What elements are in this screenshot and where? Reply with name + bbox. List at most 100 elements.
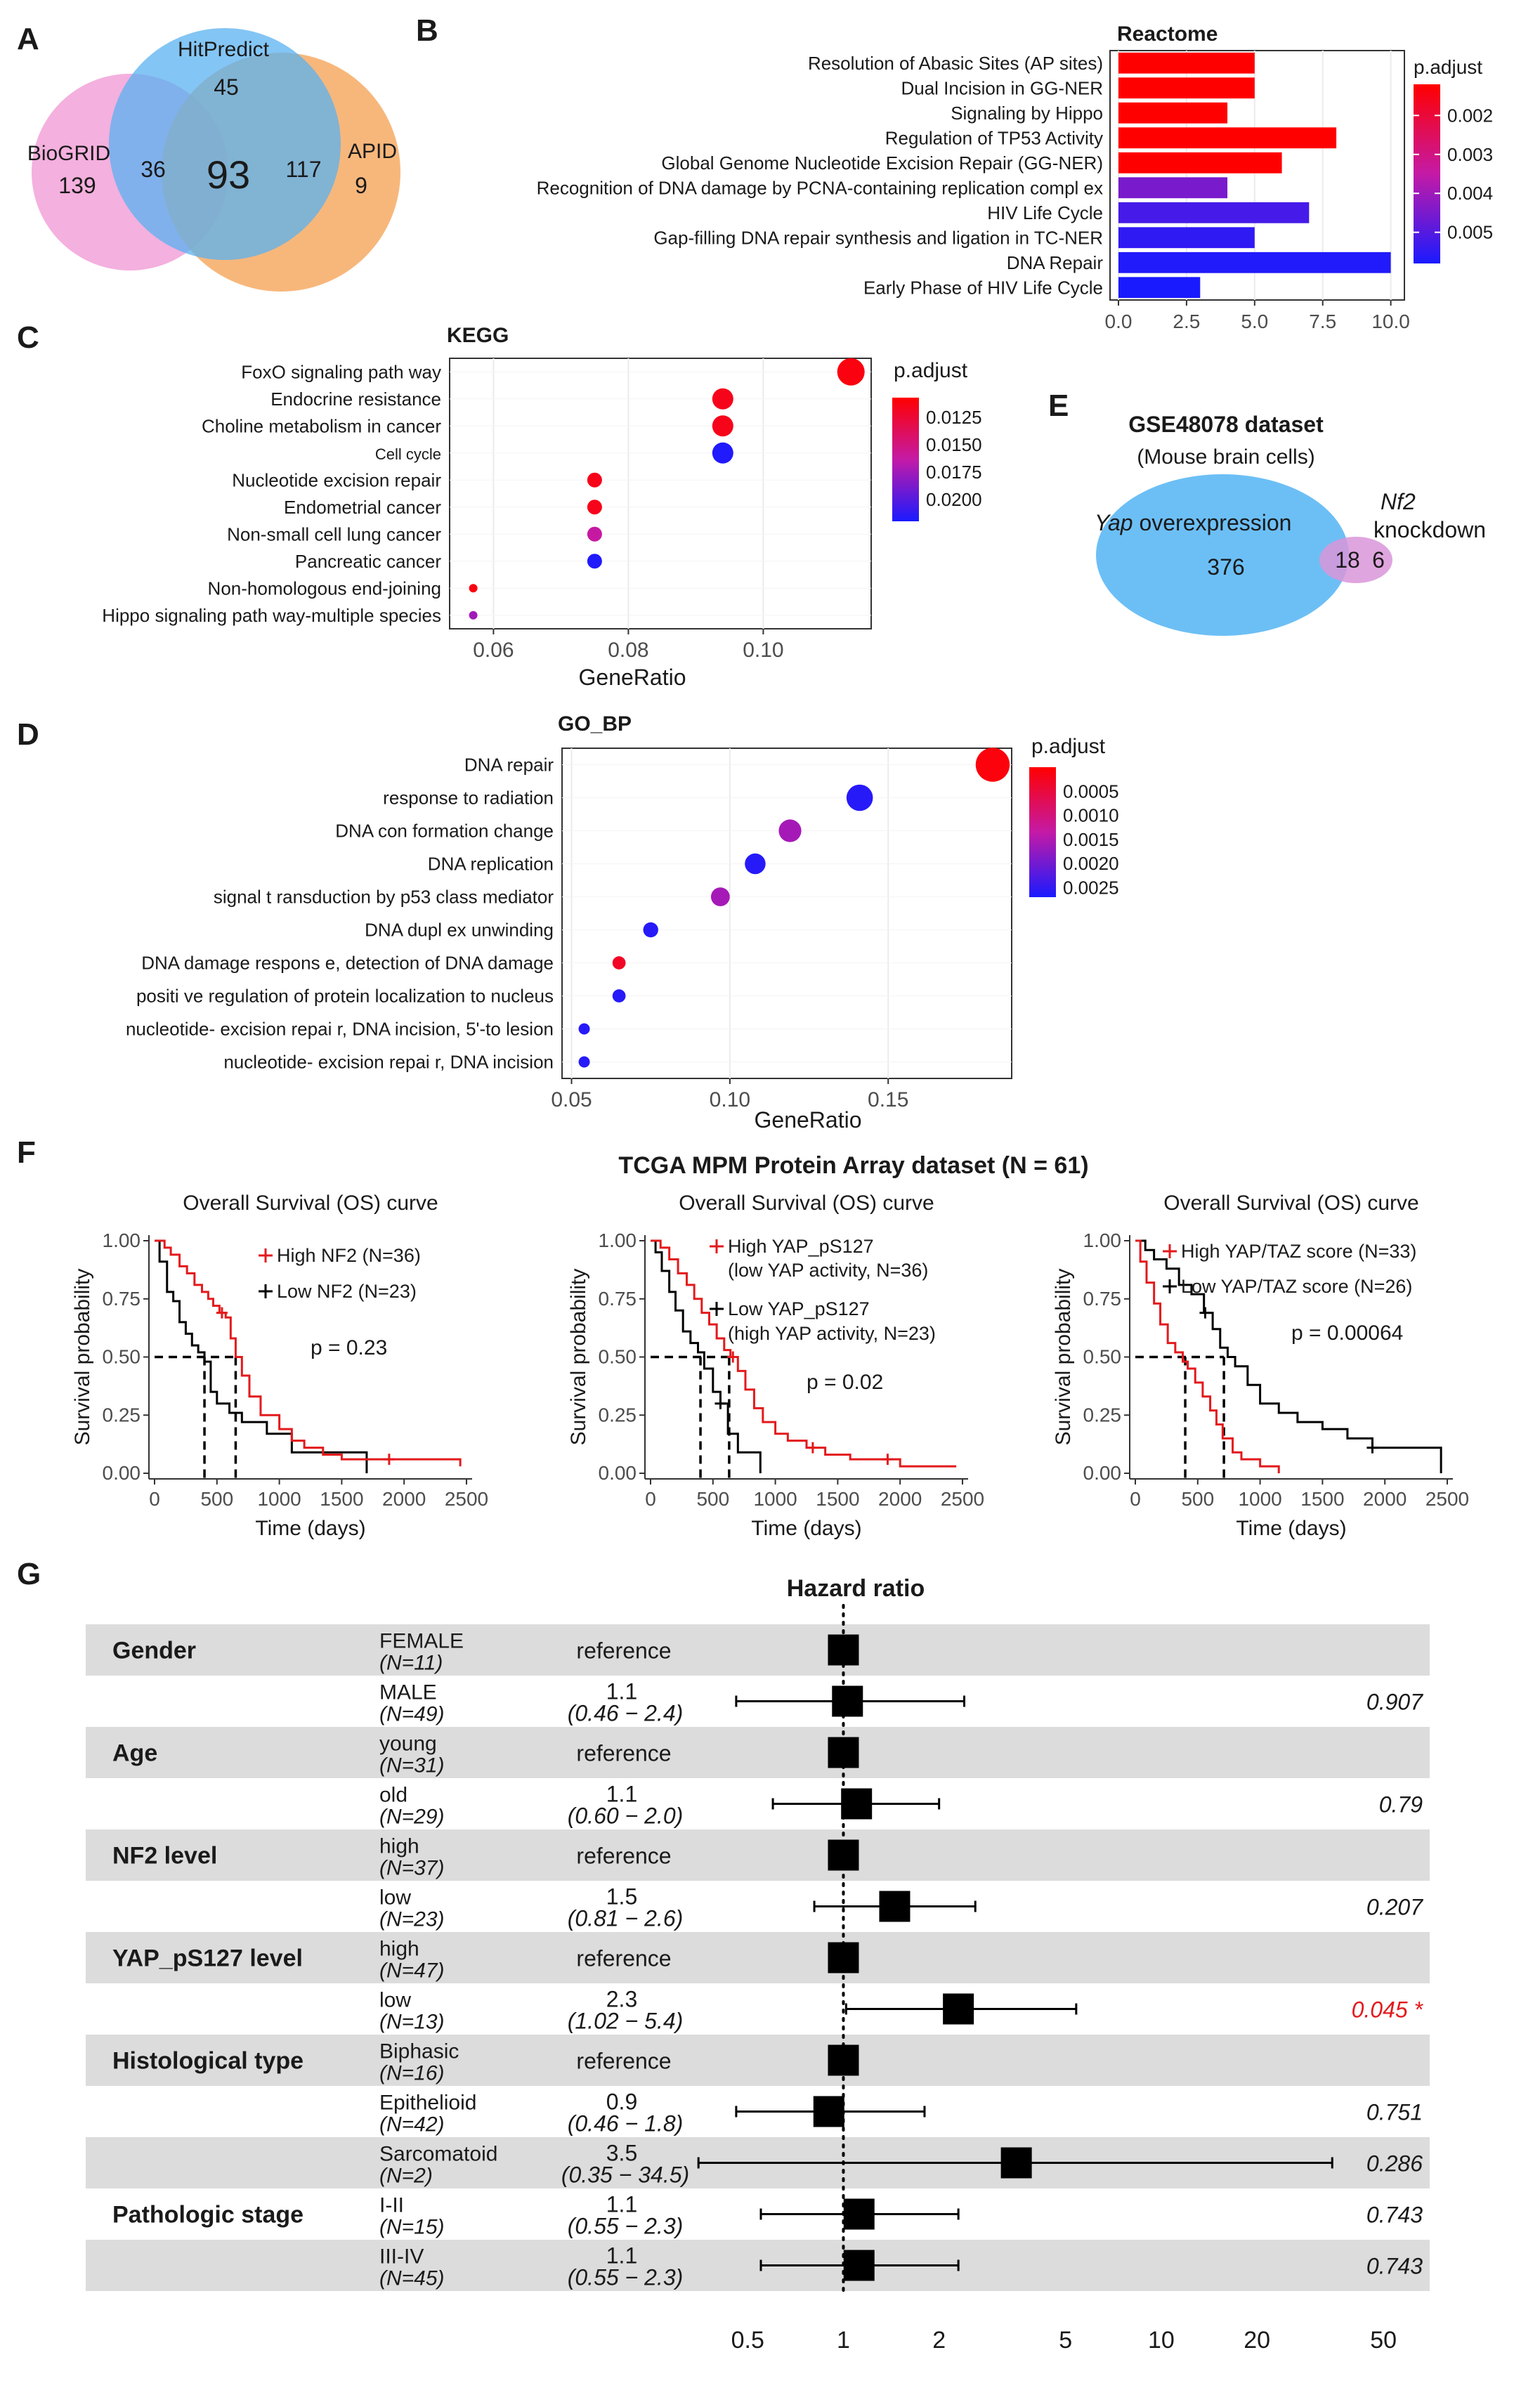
km-nf2-legend-label: Low NF2 (N=23) xyxy=(277,1281,417,1302)
km-taz-censor-mark xyxy=(1199,1307,1211,1319)
km-taz-pvalue: p = 0.00064 xyxy=(1291,1322,1403,1345)
km-nf2-y-tick-label: 0.25 xyxy=(103,1404,141,1425)
go-point xyxy=(578,1023,590,1035)
km-yap-censor-mark xyxy=(807,1442,818,1454)
go-category-label: nucleotide- excision repai r, DNA incisi… xyxy=(126,1019,554,1040)
reactome-bar xyxy=(1118,52,1255,74)
kegg-point xyxy=(587,554,602,569)
forest-x-tick-label: 10 xyxy=(1148,2327,1175,2354)
go-x-tick-label: 0.05 xyxy=(551,1088,592,1111)
panel-a: A HitPredict 45 BioGRID 139 36 93 117 AP… xyxy=(17,22,400,292)
forest-ci: (0.46 − 2.4) xyxy=(568,1701,684,1726)
forest-hr-marker xyxy=(841,1788,873,1820)
forest-ci: (0.55 − 2.3) xyxy=(568,2214,684,2239)
forest-n-label: (N=13) xyxy=(379,2011,445,2034)
kegg-title: KEGG xyxy=(447,324,509,347)
kegg-category-label: Endometrial cancer xyxy=(284,497,441,518)
go-legend-label: 0.0020 xyxy=(1063,853,1119,874)
km-nf2-legend-label: High NF2 (N=36) xyxy=(277,1245,421,1266)
reactome-category-label: Signaling by Hippo xyxy=(951,103,1103,124)
km-nf2-censor-mark xyxy=(216,1307,228,1319)
go-x-label: GeneRatio xyxy=(755,1107,862,1133)
kegg-legend-label: 0.0150 xyxy=(926,434,982,455)
km-yap-y-tick-label: 1.00 xyxy=(599,1229,637,1251)
forest-group-label: Gender xyxy=(112,1638,196,1664)
kegg-plot-frame xyxy=(449,358,872,629)
km-taz-y-tick-label: 1.00 xyxy=(1083,1229,1122,1251)
km-nf2-y-tick-label: 0.50 xyxy=(103,1346,141,1368)
reactome-category-label: Global Genome Nucleotide Excision Repair… xyxy=(661,152,1103,174)
go-legend-label: 0.0025 xyxy=(1063,877,1119,898)
go-point xyxy=(745,853,766,875)
panel-c: C KEGG FoxO signaling path way Endocrine … xyxy=(17,320,982,690)
km-yap-censor-mark xyxy=(882,1454,894,1466)
forest-row-band xyxy=(86,1624,1430,1676)
kegg-x-tick-label: 0.06 xyxy=(473,639,514,662)
reactome-x-axis: 0.0 2.5 5.0 7.5 10.0 xyxy=(1105,300,1410,332)
km-yap-legend-label: (low YAP activity, N=36) xyxy=(728,1260,928,1281)
forest-estimate: reference xyxy=(576,2049,671,2074)
forest-estimate: 1.1 xyxy=(606,1679,637,1704)
km-taz-legend-label: High YAP/TAZ score (N=33) xyxy=(1181,1241,1416,1262)
km-taz-x-tick-label: 2500 xyxy=(1425,1488,1469,1510)
forest-level-label: Biphasic xyxy=(379,2040,459,2063)
reactome-bar xyxy=(1118,177,1228,199)
kegg-legend-label: 0.0175 xyxy=(926,462,982,483)
forest-pvalue: 0.907 xyxy=(1366,1690,1423,1715)
forest-n-label: (N=42) xyxy=(379,2113,445,2136)
kegg-point xyxy=(469,611,478,620)
forest-level-label: low xyxy=(379,1989,411,2012)
panel-label-c: C xyxy=(17,320,39,355)
venn-e-yap-ellipse xyxy=(1096,474,1349,636)
kegg-points xyxy=(469,358,865,620)
venn-e-title: GSE48078 dataset xyxy=(1128,412,1324,437)
forest-hr-marker xyxy=(843,2198,875,2230)
forest-estimate: 2.3 xyxy=(606,1987,637,2012)
km-nf2-x-tick-label: 500 xyxy=(200,1488,233,1510)
venn-e-right-rest: knockdown xyxy=(1373,517,1486,542)
forest-level-label: low xyxy=(379,1886,411,1910)
forest-hr-marker xyxy=(1000,2147,1032,2179)
km-yap-x-label: Time (days) xyxy=(751,1517,861,1540)
forest-level-label: I-II xyxy=(379,2194,404,2217)
reactome-bar xyxy=(1118,127,1337,149)
forest-rows: Gender FEMALE(N=11) reference MALE(N=49) 1.1… xyxy=(86,1604,1430,2298)
kegg-category-label: Nucleotide excision repair xyxy=(232,469,441,490)
reactome-category-labels: Resolution of Abasic Sites (AP sites) Dua… xyxy=(537,53,1104,299)
km-nf2-y-tick-label: 0.00 xyxy=(103,1462,141,1484)
km-plot-taz: Overall Survival (OS) curve 0.00 0.25 0.50 0… xyxy=(1052,1192,1469,1540)
km-yap-y-tick-label: 0.50 xyxy=(599,1346,637,1368)
go-point xyxy=(578,1056,590,1068)
forest-n-label: (N=37) xyxy=(379,1857,445,1880)
kegg-x-label: GeneRatio xyxy=(579,665,686,690)
go-x-tick-label: 0.10 xyxy=(710,1088,750,1111)
venn-hitpredict-circle xyxy=(109,28,341,260)
venn-e-left-label: Yap overexpression xyxy=(1095,510,1291,535)
kegg-category-label: Cell cycle xyxy=(375,445,441,463)
reactome-category-label: HIV Life Cycle xyxy=(987,202,1103,223)
panel-e: E GSE48078 dataset (Mouse brain cells) Y… xyxy=(1048,389,1486,636)
kegg-point xyxy=(712,415,733,437)
forest-x-tick-label: 1 xyxy=(837,2327,850,2354)
forest-estimate: 1.1 xyxy=(606,2192,637,2217)
kegg-grid xyxy=(450,358,871,629)
kegg-x-tick-label: 0.08 xyxy=(608,639,648,662)
reactome-bar xyxy=(1118,202,1310,223)
reactome-bars xyxy=(1118,52,1391,299)
forest-hr-marker xyxy=(943,1993,974,2025)
km-yap-x-tick-label: 1500 xyxy=(816,1488,859,1510)
kegg-legend-ticks: 0.0125 0.0150 0.0175 0.0200 xyxy=(926,407,982,510)
km-taz-x-label: Time (days) xyxy=(1236,1517,1346,1540)
forest-estimate: reference xyxy=(576,1741,671,1766)
venn-apid-only: 9 xyxy=(355,173,367,198)
forest-n-label: (N=47) xyxy=(379,1959,445,1983)
km-yap-x-tick-label: 500 xyxy=(696,1488,729,1510)
venn-e-right-only: 6 xyxy=(1372,547,1385,573)
go-category-label: DNA replication xyxy=(428,854,554,875)
forest-x-tick-label: 50 xyxy=(1370,2327,1397,2354)
kegg-point xyxy=(469,584,478,593)
km-yap-title: Overall Survival (OS) curve xyxy=(679,1192,934,1215)
go-category-label: response to radiation xyxy=(383,788,554,809)
go-legend-title: p.adjust xyxy=(1031,735,1106,758)
